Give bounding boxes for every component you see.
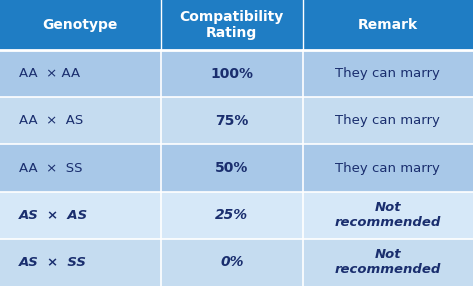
Text: Not
recommended: Not recommended [335,201,441,229]
Text: Compatibility
Rating: Compatibility Rating [180,10,284,40]
Text: AA  ×  SS: AA × SS [19,162,82,174]
Bar [303,97,473,144]
Text: Not
recommended: Not recommended [335,249,441,276]
Bar [0,97,161,144]
Bar [303,50,473,97]
Bar [0,0,161,50]
Bar [303,144,473,192]
Bar [0,144,161,192]
Text: 0%: 0% [220,255,244,269]
Text: Remark: Remark [358,18,418,32]
Bar [303,239,473,286]
Text: 25%: 25% [215,208,248,222]
Text: They can marry: They can marry [335,114,440,127]
Bar [303,192,473,239]
Bar [303,0,473,50]
Text: AS  ×  SS: AS × SS [19,256,87,269]
Bar [0,239,161,286]
Text: They can marry: They can marry [335,162,440,174]
Text: AA  ×  AS: AA × AS [19,114,83,127]
Text: AS  ×  AS: AS × AS [19,209,88,222]
Bar [0,50,161,97]
Text: Genotype: Genotype [43,18,118,32]
Text: 50%: 50% [215,161,248,175]
Bar [161,192,303,239]
Bar [161,50,303,97]
Text: AA  × AA: AA × AA [19,67,80,80]
Bar [161,97,303,144]
Bar [161,0,303,50]
Bar [0,192,161,239]
Bar [161,144,303,192]
Text: 100%: 100% [210,67,253,81]
Text: 75%: 75% [215,114,248,128]
Text: They can marry: They can marry [335,67,440,80]
Bar [161,239,303,286]
